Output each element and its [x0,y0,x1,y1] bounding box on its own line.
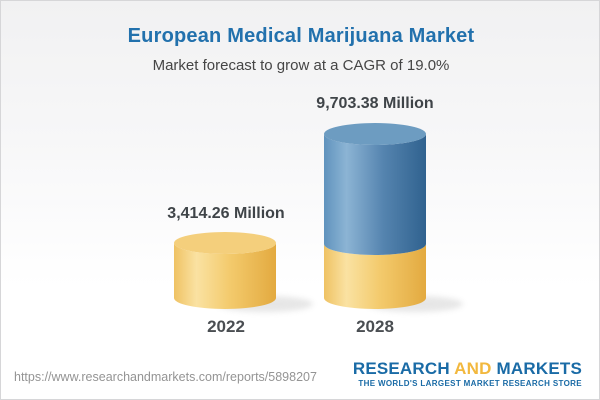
chart-subtitle: Market forecast to grow at a CAGR of 19.… [152,57,450,74]
chart-header: European Medical Marijuana Market Market… [1,25,599,74]
bar-2028-base-segment [324,244,426,309]
logo-word-markets: MARKETS [496,359,582,378]
report-url[interactable]: https://www.researchandmarkets.com/repor… [14,370,317,384]
bar-2022-cylinder [174,232,276,309]
category-label-2028: 2028 [356,317,394,336]
logo-tagline: THE WORLD'S LARGEST MARKET RESEARCH STOR… [358,379,582,388]
value-label-2028: 9,703.38 Million [316,95,434,112]
value-label-2022: 3,414.26 Million [167,205,285,222]
bar-2028-growth-segment [324,123,426,255]
chart-title: European Medical Marijuana Market [127,25,475,47]
logo-word-and: AND [454,359,492,378]
category-label-2022: 2022 [207,317,245,336]
logo-wordmark: RESEARCH AND MARKETS [353,360,582,377]
logo-word-research: RESEARCH [352,359,450,378]
research-and-markets-logo: RESEARCH AND MARKETS THE WORLD'S LARGEST… [353,360,582,388]
